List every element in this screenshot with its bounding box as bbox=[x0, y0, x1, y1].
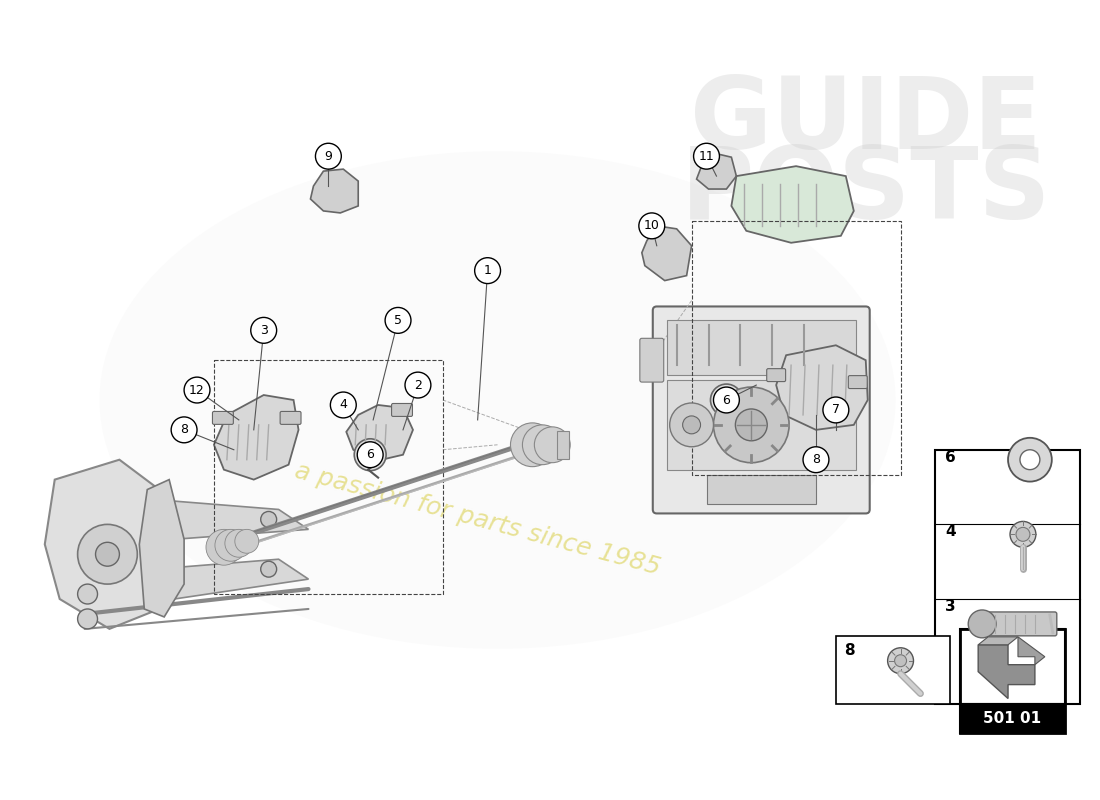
Bar bbox=[706, 474, 816, 505]
Circle shape bbox=[694, 143, 719, 169]
Circle shape bbox=[736, 409, 767, 441]
Text: 2: 2 bbox=[414, 378, 422, 391]
Circle shape bbox=[214, 530, 246, 562]
Polygon shape bbox=[696, 154, 736, 189]
Circle shape bbox=[888, 648, 913, 674]
Circle shape bbox=[385, 307, 411, 334]
FancyBboxPatch shape bbox=[652, 306, 870, 514]
Text: 8: 8 bbox=[844, 643, 855, 658]
Circle shape bbox=[78, 584, 98, 604]
Circle shape bbox=[172, 417, 197, 442]
Circle shape bbox=[968, 610, 997, 638]
FancyBboxPatch shape bbox=[978, 612, 1057, 636]
Text: 8: 8 bbox=[812, 454, 820, 466]
Text: 9: 9 bbox=[324, 150, 332, 162]
Circle shape bbox=[894, 654, 906, 666]
Bar bbox=[667, 380, 856, 470]
Circle shape bbox=[405, 372, 431, 398]
Circle shape bbox=[1008, 438, 1052, 482]
Circle shape bbox=[96, 542, 120, 566]
Circle shape bbox=[184, 377, 210, 403]
Bar bbox=[960, 629, 1065, 703]
Text: 6: 6 bbox=[366, 448, 374, 462]
Text: 501 01: 501 01 bbox=[983, 711, 1042, 726]
Circle shape bbox=[510, 423, 554, 466]
Polygon shape bbox=[732, 166, 854, 242]
Circle shape bbox=[261, 562, 276, 577]
Bar bbox=[960, 703, 1065, 734]
Text: 11: 11 bbox=[698, 150, 714, 162]
FancyBboxPatch shape bbox=[640, 338, 663, 382]
Text: 4: 4 bbox=[340, 398, 348, 411]
Circle shape bbox=[803, 446, 829, 473]
Circle shape bbox=[639, 213, 664, 238]
Circle shape bbox=[330, 392, 356, 418]
Polygon shape bbox=[140, 480, 184, 617]
Text: GUIDE: GUIDE bbox=[690, 73, 1042, 170]
Circle shape bbox=[261, 511, 276, 527]
Circle shape bbox=[683, 416, 701, 434]
Bar bbox=[558, 431, 569, 458]
Ellipse shape bbox=[99, 151, 895, 649]
Circle shape bbox=[363, 448, 377, 462]
Polygon shape bbox=[978, 637, 1018, 645]
Circle shape bbox=[535, 427, 570, 462]
Text: 8: 8 bbox=[180, 423, 188, 436]
Polygon shape bbox=[154, 499, 308, 539]
Text: 12: 12 bbox=[189, 383, 205, 397]
FancyBboxPatch shape bbox=[392, 403, 412, 417]
Circle shape bbox=[78, 524, 138, 584]
Circle shape bbox=[251, 318, 276, 343]
FancyBboxPatch shape bbox=[848, 376, 867, 389]
Polygon shape bbox=[1018, 637, 1045, 665]
Circle shape bbox=[823, 397, 849, 423]
Circle shape bbox=[711, 384, 742, 416]
Polygon shape bbox=[213, 395, 298, 480]
Circle shape bbox=[78, 609, 98, 629]
Circle shape bbox=[714, 387, 789, 462]
Circle shape bbox=[670, 403, 714, 446]
Circle shape bbox=[354, 439, 386, 470]
Text: 3: 3 bbox=[945, 599, 956, 614]
Text: 4: 4 bbox=[945, 524, 956, 539]
Circle shape bbox=[234, 530, 258, 554]
Bar bbox=[836, 636, 950, 703]
Bar bbox=[692, 221, 901, 474]
Circle shape bbox=[1010, 522, 1036, 547]
Circle shape bbox=[1016, 527, 1030, 542]
Text: 6: 6 bbox=[723, 394, 730, 406]
FancyBboxPatch shape bbox=[212, 411, 233, 424]
Polygon shape bbox=[154, 559, 308, 599]
Text: 5: 5 bbox=[394, 314, 402, 327]
Text: 7: 7 bbox=[832, 403, 840, 417]
Polygon shape bbox=[310, 169, 359, 213]
Bar bbox=[960, 629, 1065, 734]
Circle shape bbox=[358, 442, 383, 468]
Circle shape bbox=[714, 387, 739, 413]
Circle shape bbox=[1020, 450, 1040, 470]
Text: 6: 6 bbox=[945, 450, 956, 466]
Circle shape bbox=[224, 530, 253, 558]
FancyBboxPatch shape bbox=[767, 369, 785, 382]
Circle shape bbox=[206, 530, 242, 565]
FancyBboxPatch shape bbox=[280, 411, 301, 424]
Polygon shape bbox=[777, 346, 868, 430]
Bar bbox=[213, 360, 443, 594]
Circle shape bbox=[522, 425, 562, 465]
Polygon shape bbox=[641, 226, 692, 281]
Bar bbox=[935, 450, 1080, 703]
Circle shape bbox=[475, 258, 500, 283]
Text: 3: 3 bbox=[260, 324, 267, 337]
Text: POSTS: POSTS bbox=[681, 142, 1050, 239]
Text: 10: 10 bbox=[644, 219, 660, 232]
Text: 1: 1 bbox=[484, 264, 492, 277]
Circle shape bbox=[719, 393, 734, 407]
Polygon shape bbox=[45, 460, 174, 629]
Polygon shape bbox=[346, 405, 412, 462]
Bar bbox=[667, 320, 856, 375]
Polygon shape bbox=[978, 645, 1035, 698]
Text: a passion for parts since 1985: a passion for parts since 1985 bbox=[293, 459, 663, 580]
Circle shape bbox=[316, 143, 341, 169]
